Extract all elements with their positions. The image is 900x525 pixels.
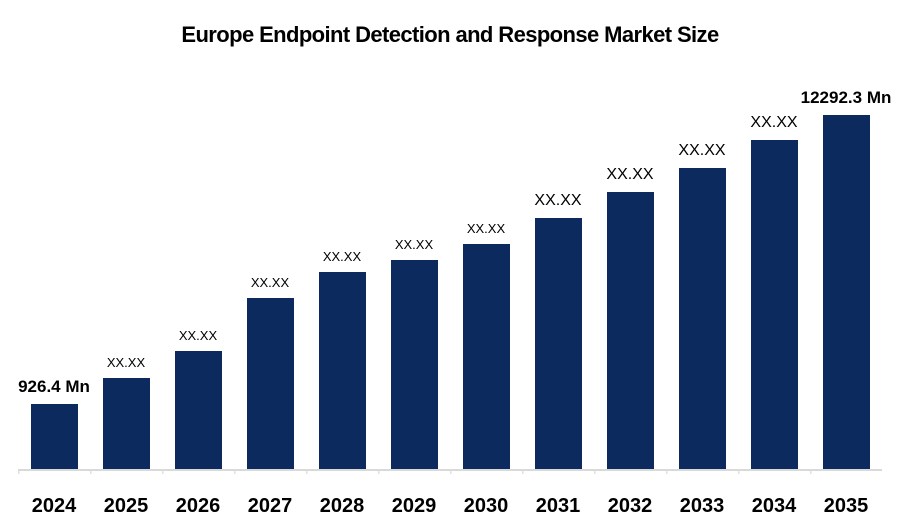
bar-column: XX.XX (666, 143, 738, 469)
x-axis-label: 2030 (463, 495, 509, 517)
bar-value-label: XX.XX (678, 142, 726, 159)
x-axis-label: 2032 (607, 495, 653, 517)
x-axis-label: 2035 (823, 495, 869, 517)
bar (750, 140, 798, 469)
x-axis-label: 2027 (247, 495, 293, 517)
x-axis-ticks (18, 471, 882, 474)
bar (390, 260, 438, 469)
bar-value-label: XX.XX (394, 237, 434, 252)
bar-column: XX.XX (234, 276, 306, 469)
x-axis-label: 2031 (535, 495, 581, 517)
bar (246, 298, 294, 469)
x-axis-label: 2025 (103, 495, 149, 517)
bar-column: 926.4 Mn (18, 378, 90, 469)
x-axis-label: 2029 (391, 495, 437, 517)
bar-column: XX.XX (306, 250, 378, 469)
x-axis-label: 2033 (679, 495, 725, 517)
x-axis-label: 2034 (751, 495, 797, 517)
bar-column: 12292.3 Mn (801, 89, 891, 469)
bar-value-label: XX.XX (466, 221, 506, 236)
x-axis-label: 2026 (175, 495, 221, 517)
bar-value-label: XX.XX (106, 355, 146, 370)
bar-value-label: XX.XX (606, 166, 654, 183)
bar-column: XX.XX (162, 329, 234, 469)
bar (102, 378, 150, 469)
bar-value-label: 12292.3 Mn (800, 88, 892, 107)
x-axis-label: 2028 (319, 495, 365, 517)
bar (30, 404, 78, 469)
x-axis-label: 2024 (31, 495, 77, 517)
x-axis: 2024 2025 2026 2027 2028 2029 2030 2031 2032 2033… (18, 495, 882, 517)
bar-value-label: XX.XX (534, 192, 582, 209)
bar-value-label: XX.XX (750, 114, 798, 131)
bar-column: XX.XX (738, 115, 810, 469)
bar-value-label: XX.XX (250, 275, 290, 290)
bar-value-label: XX.XX (322, 249, 362, 264)
bar-column: XX.XX (378, 238, 450, 469)
bar (534, 218, 582, 469)
bar-column: XX.XX (522, 193, 594, 469)
plot-area: 926.4 Mn XX.XX XX.XX XX.XX XX.XX XX.XX XX.XX XX… (18, 0, 891, 525)
bar (318, 272, 366, 469)
bar-value-label: XX.XX (178, 328, 218, 343)
bar-column: XX.XX (594, 167, 666, 469)
bar (462, 244, 510, 469)
chart-title: Europe Endpoint Detection and Response M… (181, 22, 719, 47)
bar-value-label: 926.4 Mn (18, 377, 90, 396)
bar (606, 192, 654, 469)
bar (822, 115, 870, 469)
bar (678, 168, 726, 469)
bar (174, 351, 222, 469)
bar-column: XX.XX (90, 356, 162, 469)
bars-container: 926.4 Mn XX.XX XX.XX XX.XX XX.XX XX.XX XX.XX XX… (18, 52, 891, 471)
bar-column: XX.XX (450, 222, 522, 469)
